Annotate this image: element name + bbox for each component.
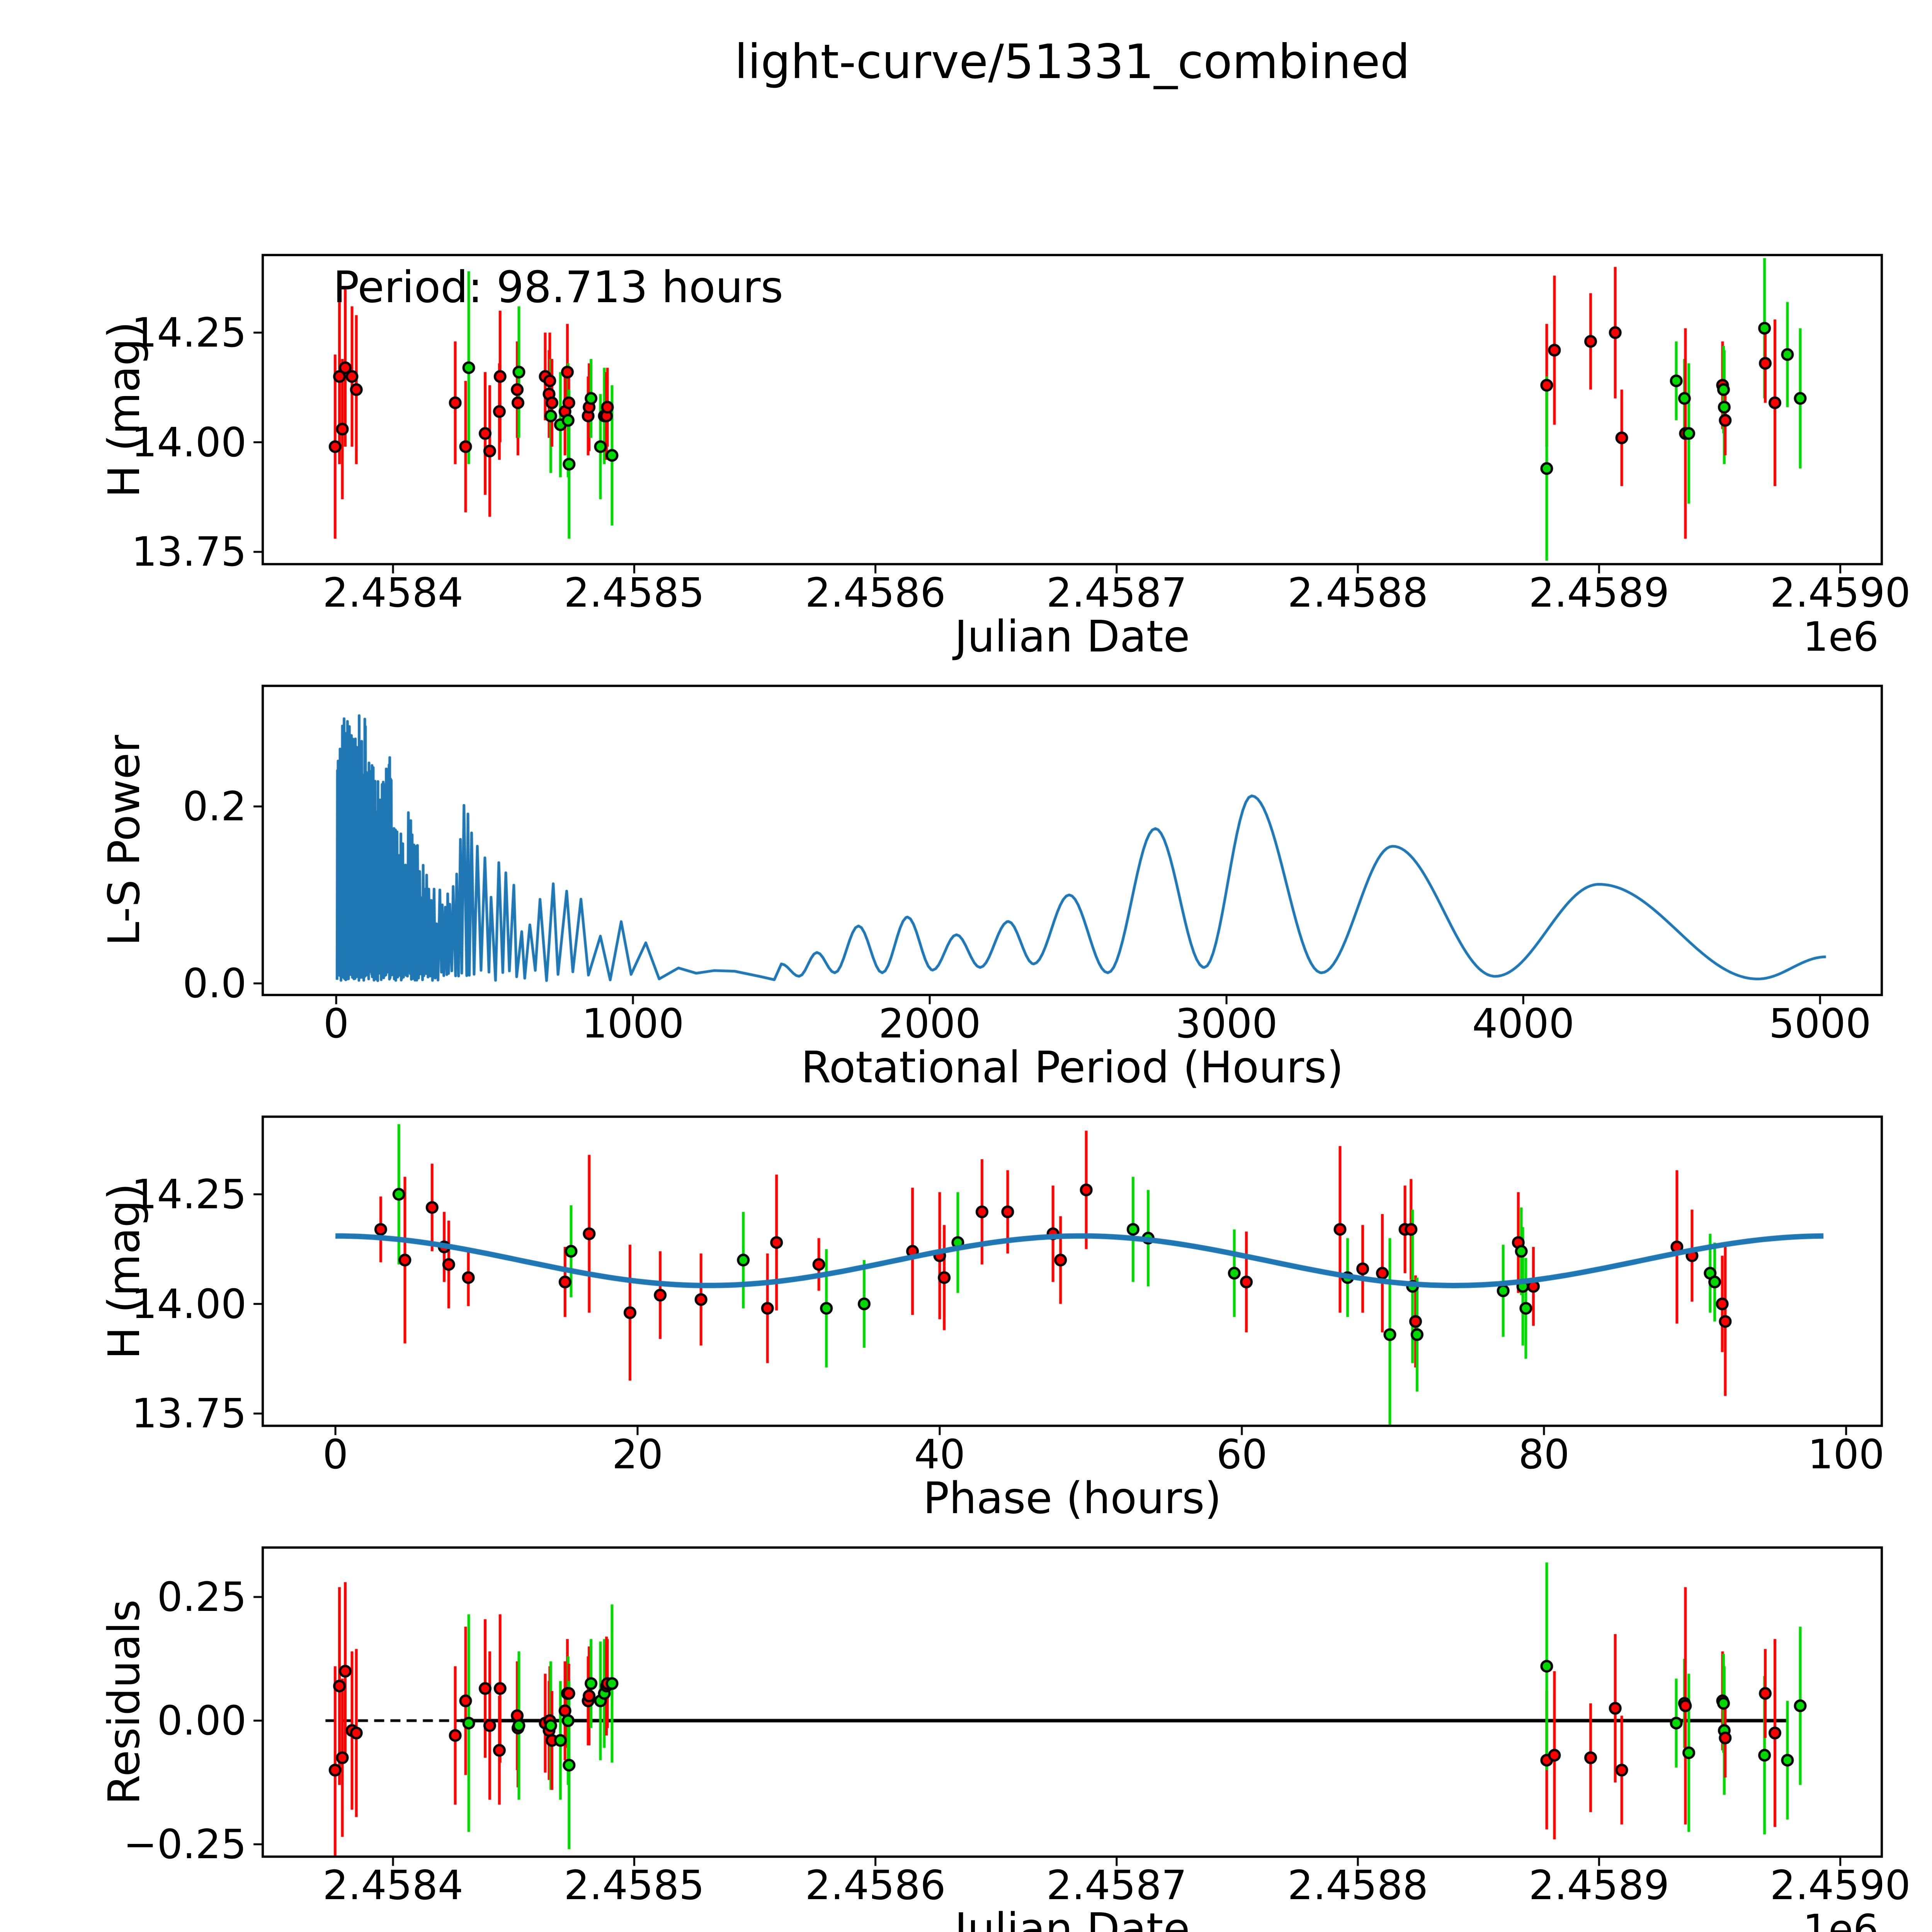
panel2-xtick-5000: 5000	[1769, 1000, 1871, 1047]
panel4-x-offset-label: 1e6	[1803, 1906, 1879, 1932]
panel1-x-offset-label: 1e6	[1803, 613, 1879, 660]
panel4-xtick-2.4584: 2.4584	[323, 1862, 464, 1909]
panel1-ytick-14.25: 14.25	[131, 309, 247, 356]
panel2-ytick-0.0: 0.0	[182, 960, 247, 1007]
panel2-xtick-4000: 4000	[1472, 1000, 1575, 1047]
panel2-xtick-0: 0	[323, 1000, 349, 1047]
panel1-x-axis-label: Julian Date	[954, 612, 1190, 662]
figure-title: light-curve/51331_combined	[734, 34, 1410, 89]
panel1-xtick-2.4589: 2.4589	[1529, 569, 1670, 616]
panel4-xtick-2.4590: 2.4590	[1770, 1862, 1911, 1909]
panel2-xtick-3000: 3000	[1175, 1000, 1278, 1047]
panel2-ytick-0.2: 0.2	[182, 783, 247, 830]
panel1-xtick-2.4584: 2.4584	[323, 569, 464, 616]
period-annotation: Period: 98.713 hours	[333, 262, 783, 313]
panel1-xtick-2.4587: 2.4587	[1046, 569, 1187, 616]
panel3-ytick-14.25: 14.25	[131, 1170, 247, 1218]
panel3-xtick-0: 0	[322, 1431, 349, 1478]
panel2-y-axis-label: L-S Power	[99, 735, 150, 946]
panel4-y-axis-label: Residuals	[99, 1599, 150, 1805]
panel3-xtick-80: 80	[1518, 1431, 1570, 1478]
panel4-xtick-2.4588: 2.4588	[1287, 1862, 1429, 1909]
panel1-xtick-2.4590: 2.4590	[1770, 569, 1911, 616]
panel2-x-axis-label: Rotational Period (Hours)	[801, 1043, 1344, 1093]
panel2-xtick-2000: 2000	[878, 1000, 981, 1047]
panel3-xtick-20: 20	[612, 1431, 663, 1478]
panel2-xtick-1000: 1000	[582, 1000, 684, 1047]
panel4-ytick-−0.25: −0.25	[123, 1821, 247, 1868]
panel1-ytick-13.75: 13.75	[131, 528, 247, 576]
panel4-xtick-2.4587: 2.4587	[1046, 1862, 1187, 1909]
panel3-x-axis-label: Phase (hours)	[923, 1473, 1222, 1524]
panel1-xtick-2.4586: 2.4586	[805, 569, 946, 616]
panel3-xtick-100: 100	[1808, 1431, 1884, 1478]
panel4-xtick-2.4589: 2.4589	[1529, 1862, 1670, 1909]
panel3-xtick-40: 40	[914, 1431, 966, 1478]
panel3-ytick-13.75: 13.75	[131, 1390, 247, 1437]
panel4-ytick-0.00: 0.00	[157, 1697, 247, 1744]
panel4-ytick-0.25: 0.25	[157, 1573, 247, 1621]
panel1-ytick-14.00: 14.00	[131, 418, 247, 466]
panel3-ytick-14.00: 14.00	[131, 1280, 247, 1328]
panel1-xtick-2.4588: 2.4588	[1287, 569, 1429, 616]
panel3-xtick-60: 60	[1216, 1431, 1268, 1478]
panel1-xtick-2.4585: 2.4585	[564, 569, 705, 616]
panel4-xtick-2.4585: 2.4585	[564, 1862, 705, 1909]
panel4-xtick-2.4586: 2.4586	[805, 1862, 946, 1909]
panel4-x-axis-label: Julian Date	[954, 1904, 1190, 1932]
